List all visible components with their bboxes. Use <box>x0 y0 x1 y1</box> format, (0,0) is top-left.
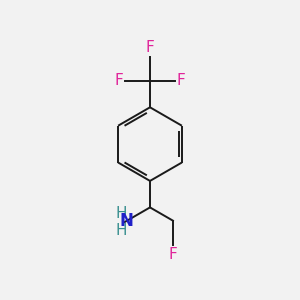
Text: F: F <box>169 247 177 262</box>
Text: F: F <box>146 40 154 55</box>
Text: H: H <box>115 223 127 238</box>
Text: H: H <box>115 206 127 221</box>
Text: N: N <box>120 212 134 230</box>
Text: F: F <box>176 73 185 88</box>
Text: F: F <box>115 73 124 88</box>
